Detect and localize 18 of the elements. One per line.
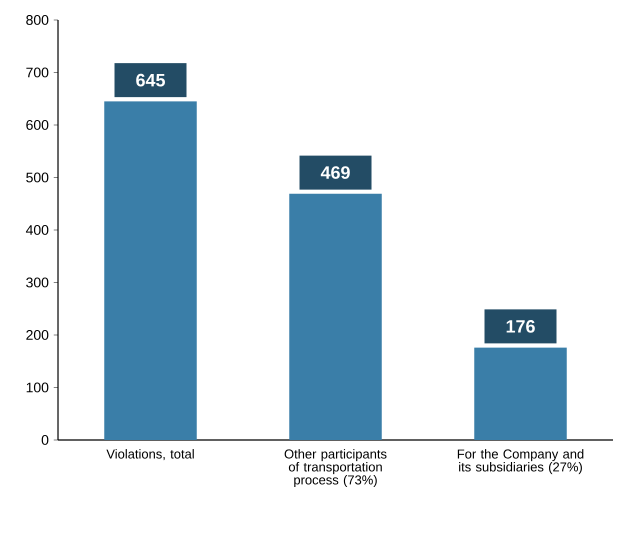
x-tick-label: Violations, total — [106, 449, 194, 460]
data-label: 176 — [506, 320, 535, 333]
bar — [474, 348, 567, 440]
y-tick-label: 100 — [26, 382, 48, 392]
data-label: 469 — [320, 166, 350, 179]
y-tick-label: 200 — [26, 330, 48, 340]
data-label: 645 — [136, 74, 165, 87]
x-tick-label: For the Company and its subsidiaries (27%) — [458, 449, 584, 474]
y-tick-label: 300 — [26, 278, 48, 288]
bar — [104, 101, 197, 440]
y-tick-label: 500 — [26, 172, 48, 182]
y-tick-label: 700 — [26, 68, 48, 78]
bar — [289, 194, 382, 440]
y-tick-label: 0 — [42, 435, 48, 445]
y-tick-label: 800 — [26, 15, 48, 25]
x-tick-label: Other participants of transportation process (73%) — [284, 449, 386, 488]
y-tick-label: 600 — [26, 120, 48, 130]
y-tick-label: 400 — [26, 225, 48, 235]
